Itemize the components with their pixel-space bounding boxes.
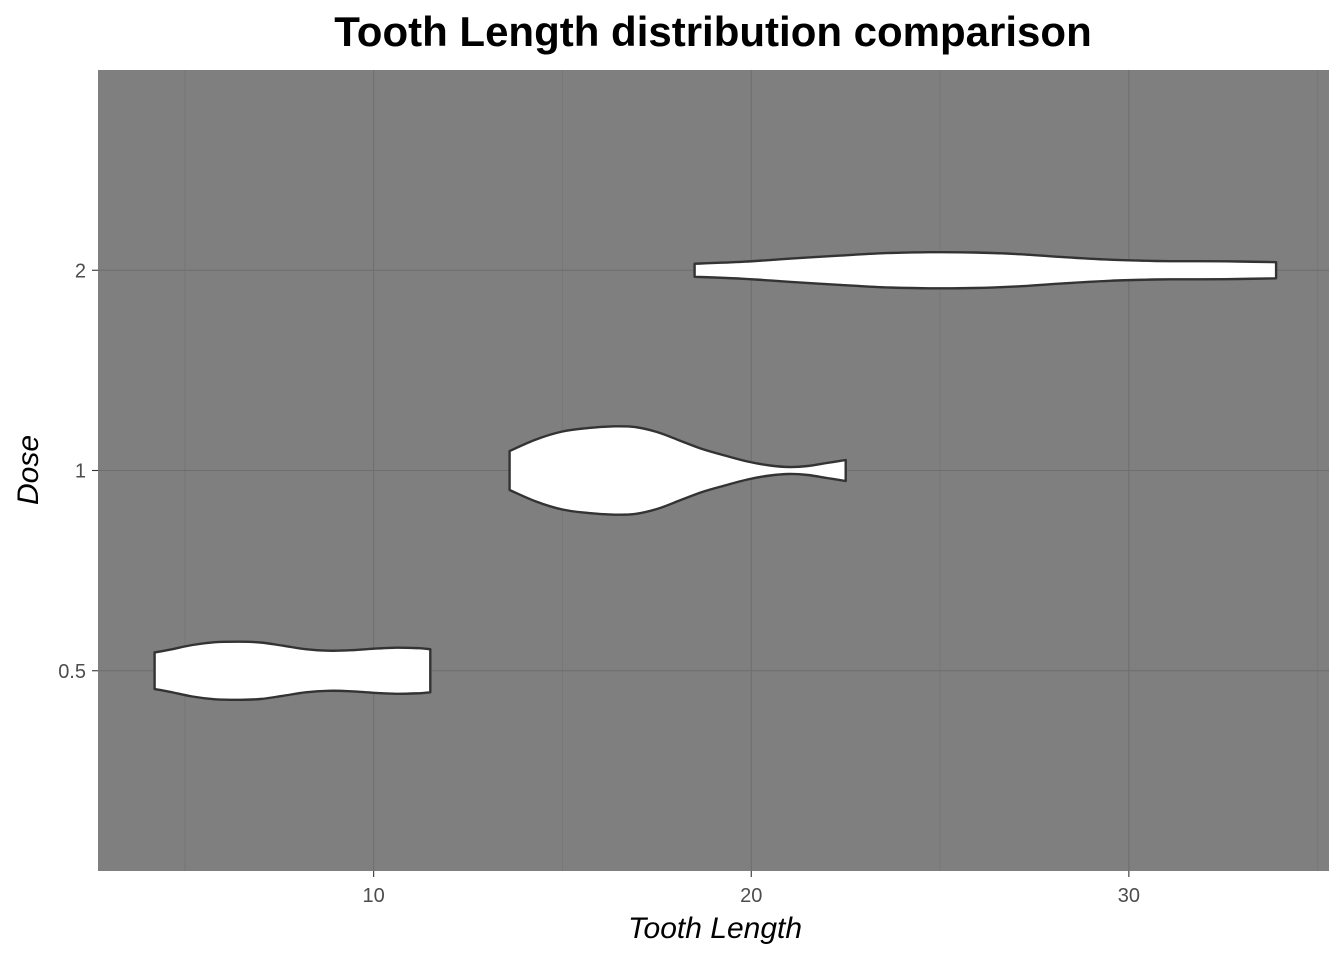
violin-dose-1	[508, 425, 847, 516]
x-axis-title: Tooth Length	[628, 912, 802, 945]
y-tick-label: 0.5	[58, 661, 86, 683]
y-tick-label: 2	[75, 260, 86, 282]
violins	[153, 250, 1278, 701]
x-tick-label: 20	[740, 885, 762, 907]
chart-title: Tooth Length distribution comparison	[334, 8, 1091, 55]
x-tick-label: 30	[1118, 885, 1140, 907]
y-axis-title: Dose	[12, 435, 45, 505]
violin-dose-0-5	[153, 640, 432, 701]
x-tick-label: 10	[363, 885, 385, 907]
y-tick-label: 1	[75, 461, 86, 483]
axes: 10 20 30 0.5 1 2	[58, 260, 1140, 907]
violin-dose-2	[693, 250, 1278, 290]
